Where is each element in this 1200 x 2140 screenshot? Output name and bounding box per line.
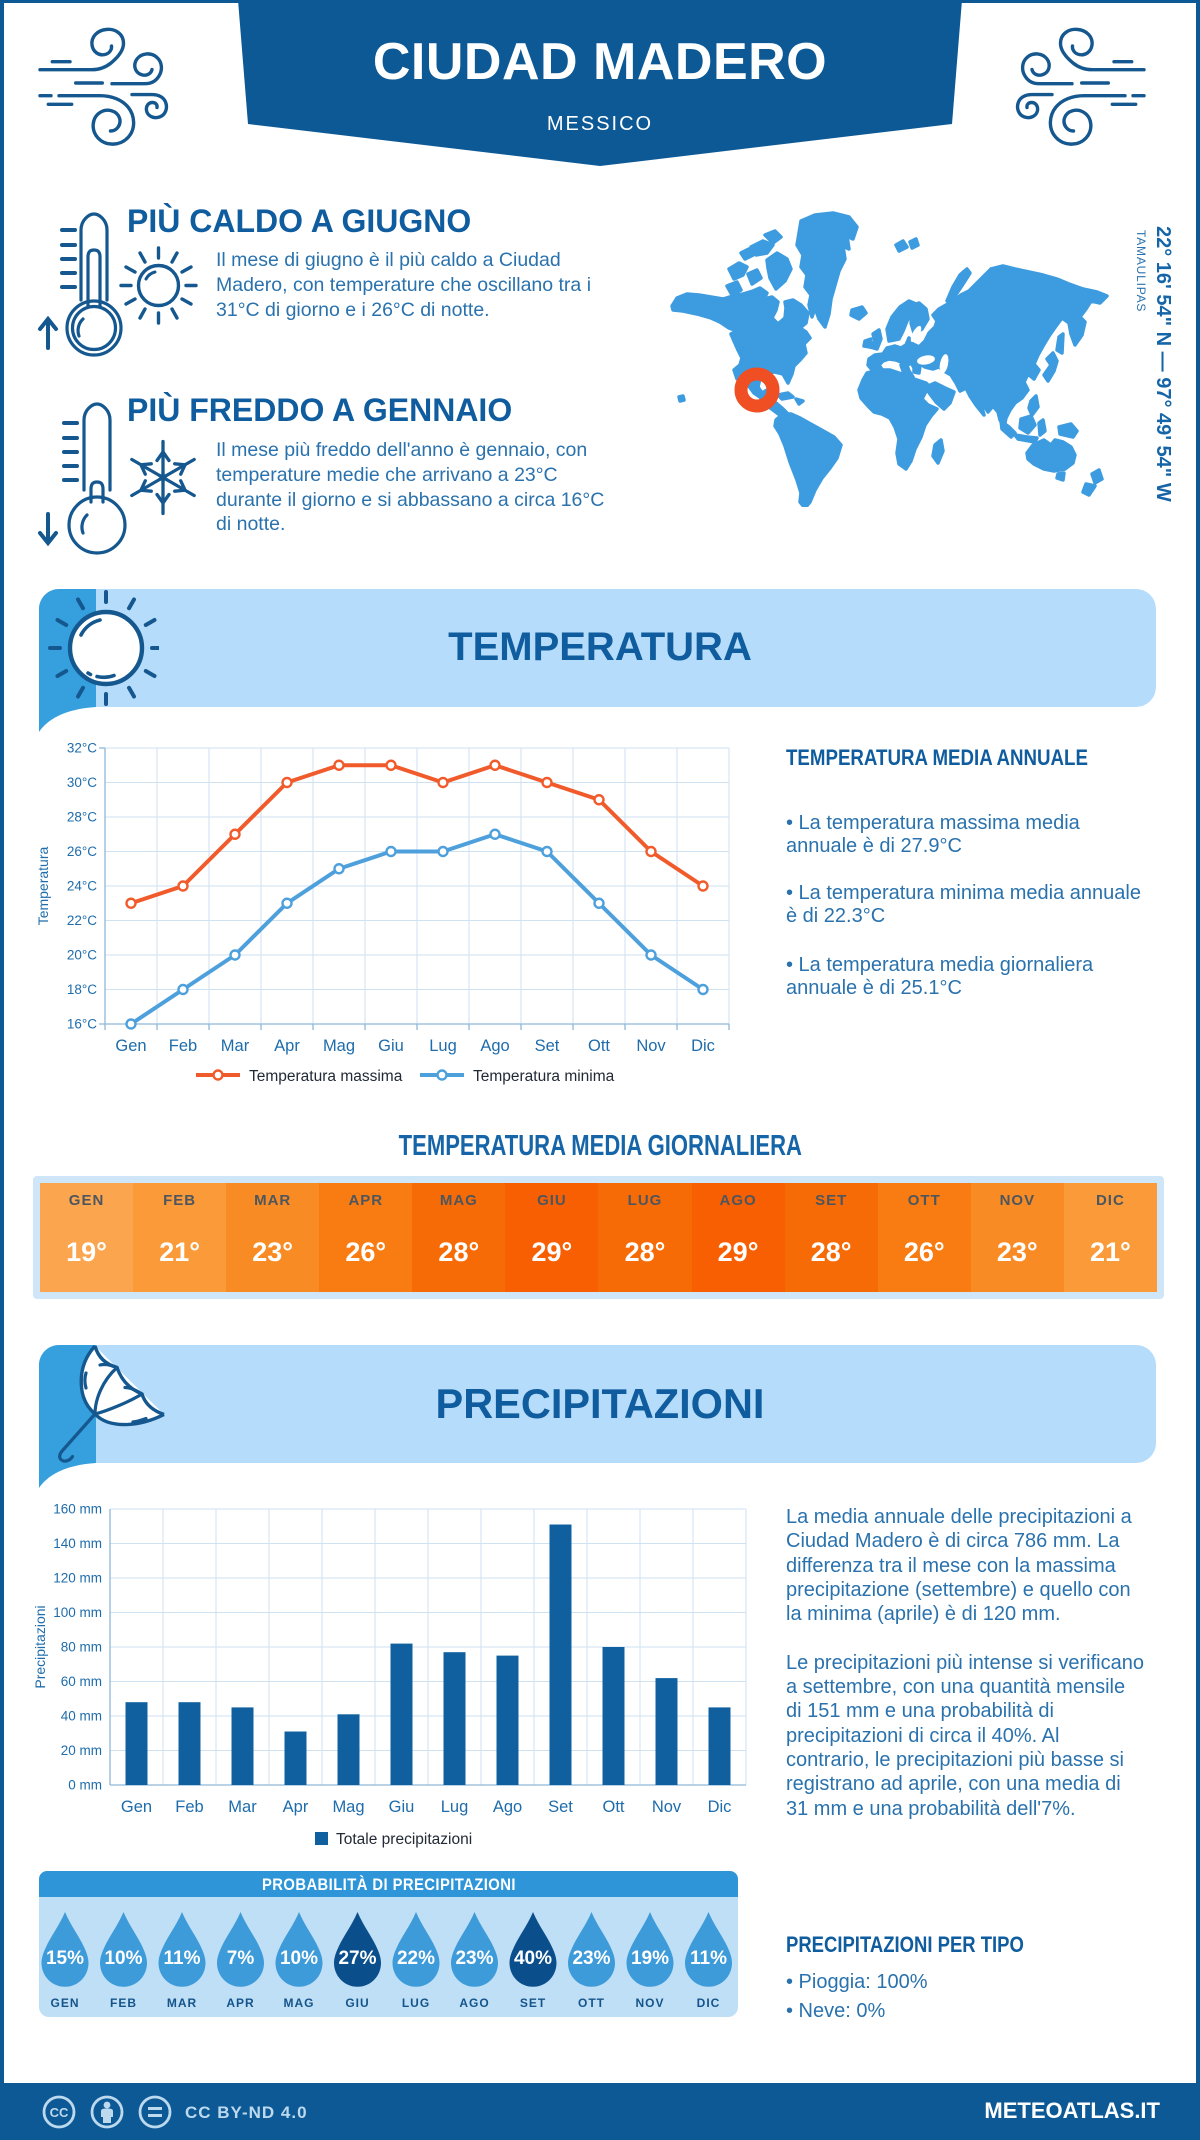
svg-text:20 mm: 20 mm (61, 1743, 102, 1758)
svg-text:Ott: Ott (588, 1037, 610, 1055)
svg-text:10%: 10% (280, 1948, 318, 1969)
svg-text:LUG: LUG (402, 1996, 430, 2010)
svg-text:Lug: Lug (441, 1798, 469, 1816)
svg-text:Lug: Lug (429, 1037, 457, 1055)
svg-text:MAG: MAG (284, 1996, 315, 2010)
svg-text:Set: Set (548, 1798, 573, 1816)
svg-text:16°C: 16°C (67, 1017, 97, 1032)
svg-text:Feb: Feb (175, 1798, 203, 1816)
svg-text:MAR: MAR (167, 1996, 197, 2010)
svg-text:OTT: OTT (578, 1996, 605, 2010)
svg-text:Nov: Nov (652, 1798, 682, 1816)
svg-text:SET: SET (520, 1996, 546, 2010)
svg-text:Mar: Mar (228, 1798, 257, 1816)
svg-text:Set: Set (535, 1037, 560, 1055)
svg-text:Precipitazioni: Precipitazioni (32, 1605, 48, 1688)
svg-text:GEN: GEN (50, 1996, 79, 2010)
svg-text:Ott: Ott (602, 1798, 624, 1816)
svg-text:Temperatura: Temperatura (35, 846, 51, 925)
svg-text:NOV: NOV (635, 1996, 664, 2010)
svg-text:28°C: 28°C (67, 810, 97, 825)
svg-text:10%: 10% (104, 1948, 142, 1969)
svg-text:40 mm: 40 mm (61, 1709, 102, 1724)
svg-text:120 mm: 120 mm (53, 1571, 102, 1586)
svg-text:Temperatura massima: Temperatura massima (249, 1068, 403, 1085)
svg-text:11%: 11% (690, 1948, 727, 1969)
svg-text:Mag: Mag (323, 1037, 355, 1055)
svg-text:FEB: FEB (110, 1996, 137, 2010)
svg-text:80 mm: 80 mm (61, 1640, 102, 1655)
svg-text:AGO: AGO (459, 1996, 489, 2010)
svg-text:26°C: 26°C (67, 844, 97, 859)
svg-text:22°C: 22°C (67, 913, 97, 928)
svg-text:24°C: 24°C (67, 879, 97, 894)
svg-text:60 mm: 60 mm (61, 1674, 102, 1689)
svg-text:Dic: Dic (708, 1798, 732, 1816)
svg-text:CC: CC (50, 2105, 69, 2120)
svg-text:Giu: Giu (378, 1037, 404, 1055)
svg-text:0 mm: 0 mm (68, 1778, 102, 1793)
svg-text:140 mm: 140 mm (53, 1536, 102, 1551)
svg-text:Mar: Mar (221, 1037, 250, 1055)
svg-text:GIU: GIU (345, 1996, 369, 2010)
svg-text:27%: 27% (338, 1948, 376, 1969)
svg-text:7%: 7% (227, 1948, 255, 1969)
svg-text:23%: 23% (455, 1948, 493, 1969)
svg-text:Ago: Ago (493, 1798, 522, 1816)
svg-text:30°C: 30°C (67, 775, 97, 790)
svg-text:Mag: Mag (332, 1798, 364, 1816)
svg-text:18°C: 18°C (67, 982, 97, 997)
svg-text:15%: 15% (46, 1948, 84, 1969)
svg-text:Dic: Dic (691, 1037, 715, 1055)
svg-text:CC BY-ND 4.0: CC BY-ND 4.0 (185, 2103, 308, 2122)
svg-text:Apr: Apr (283, 1798, 309, 1816)
svg-text:Feb: Feb (169, 1037, 197, 1055)
svg-text:APR: APR (226, 1996, 254, 2010)
svg-text:40%: 40% (514, 1948, 552, 1969)
svg-text:22%: 22% (397, 1948, 435, 1969)
svg-text:32°C: 32°C (67, 741, 97, 756)
svg-text:Gen: Gen (121, 1798, 152, 1816)
svg-text:Temperatura minima: Temperatura minima (473, 1068, 615, 1085)
svg-text:Totale precipitazioni: Totale precipitazioni (336, 1831, 472, 1848)
svg-text:20°C: 20°C (67, 948, 97, 963)
svg-text:160 mm: 160 mm (53, 1502, 102, 1517)
svg-text:23%: 23% (572, 1948, 610, 1969)
svg-text:DIC: DIC (697, 1996, 721, 2010)
svg-text:19%: 19% (631, 1948, 669, 1969)
svg-text:Nov: Nov (636, 1037, 666, 1055)
svg-text:Apr: Apr (274, 1037, 300, 1055)
svg-text:Ago: Ago (480, 1037, 509, 1055)
svg-text:11%: 11% (164, 1948, 201, 1969)
svg-text:Gen: Gen (115, 1037, 146, 1055)
svg-text:100 mm: 100 mm (53, 1605, 102, 1620)
svg-text:Giu: Giu (389, 1798, 415, 1816)
